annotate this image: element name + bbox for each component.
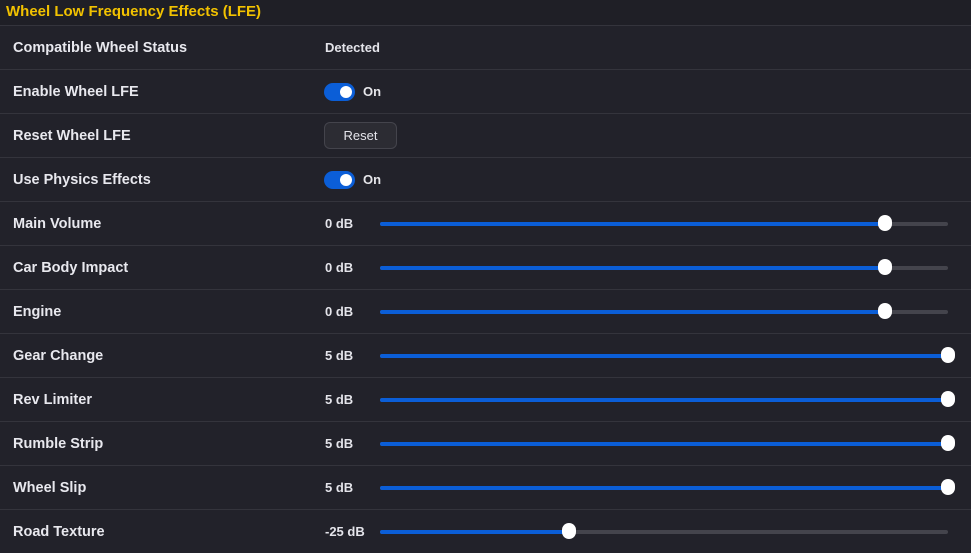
volume-slider[interactable] xyxy=(380,522,948,539)
slider-row-engine: Engine 0 dB xyxy=(0,290,971,334)
use-physics-effects-toggle[interactable] xyxy=(324,170,355,189)
slider-row-main-volume: Main Volume 0 dB xyxy=(0,202,971,246)
slider-thumb[interactable] xyxy=(877,258,892,275)
enable-wheel-lfe-toggle[interactable] xyxy=(324,82,355,101)
toggle-state: On xyxy=(363,84,382,99)
slider-thumb[interactable] xyxy=(941,346,955,363)
slider-row-gear-change: Gear Change 5 dB xyxy=(0,334,971,378)
slider-thumb[interactable] xyxy=(941,390,955,407)
row-label: Gear Change xyxy=(13,347,104,364)
reset-wheel-lfe-row: Reset Wheel LFE Reset xyxy=(0,114,971,158)
slider-value: 5 dB xyxy=(325,436,354,451)
slider-value: 5 dB xyxy=(325,348,354,363)
slider-value: -25 dB xyxy=(325,524,365,539)
volume-slider[interactable] xyxy=(380,258,948,275)
slider-fill xyxy=(380,485,948,490)
slider-row-car-body-impact: Car Body Impact 0 dB xyxy=(0,246,971,290)
slider-fill xyxy=(380,265,885,270)
slider-row-road-texture: Road Texture -25 dB xyxy=(0,510,971,553)
compatible-wheel-status-row: Compatible Wheel Status Detected xyxy=(0,26,971,70)
volume-slider[interactable] xyxy=(380,390,955,407)
slider-thumb[interactable] xyxy=(562,522,577,539)
volume-slider[interactable] xyxy=(380,214,948,231)
slider-value: 0 dB xyxy=(325,260,354,275)
section-title: Wheel Low Frequency Effects (LFE) xyxy=(0,0,971,26)
slider-thumb[interactable] xyxy=(941,434,955,451)
volume-slider[interactable] xyxy=(380,346,955,363)
slider-fill xyxy=(380,441,948,446)
row-label: Enable Wheel LFE xyxy=(13,83,139,100)
row-label: Rev Limiter xyxy=(13,391,92,408)
status-value: Detected xyxy=(325,40,380,55)
slider-value: 0 dB xyxy=(325,216,354,231)
row-label: Main Volume xyxy=(13,215,102,232)
slider-value: 0 dB xyxy=(325,304,354,319)
row-label: Use Physics Effects xyxy=(13,171,151,188)
slider-value: 5 dB xyxy=(325,392,354,407)
row-label: Compatible Wheel Status xyxy=(13,39,188,56)
toggle-state: On xyxy=(363,172,382,187)
volume-slider[interactable] xyxy=(380,434,955,451)
enable-wheel-lfe-row: Enable Wheel LFE On xyxy=(0,70,971,114)
reset-button[interactable]: Reset xyxy=(324,122,397,149)
row-label: Rumble Strip xyxy=(13,435,104,452)
slider-fill xyxy=(380,353,948,358)
slider-thumb[interactable] xyxy=(877,214,892,231)
row-label: Wheel Slip xyxy=(13,479,87,496)
row-label: Engine xyxy=(13,303,62,320)
toggle-knob xyxy=(340,85,352,98)
slider-fill xyxy=(380,221,885,226)
slider-fill xyxy=(380,397,948,402)
slider-row-wheel-slip: Wheel Slip 5 dB xyxy=(0,466,971,510)
slider-fill xyxy=(380,529,570,534)
use-physics-effects-row: Use Physics Effects On xyxy=(0,158,971,202)
slider-fill xyxy=(380,309,885,314)
slider-thumb[interactable] xyxy=(877,302,892,319)
slider-row-rumble-strip: Rumble Strip 5 dB xyxy=(0,422,971,466)
toggle-knob xyxy=(340,173,352,186)
slider-value: 5 dB xyxy=(325,480,354,495)
row-label: Road Texture xyxy=(13,523,105,540)
slider-thumb[interactable] xyxy=(941,478,955,495)
slider-row-rev-limiter: Rev Limiter 5 dB xyxy=(0,378,971,422)
volume-slider[interactable] xyxy=(380,478,955,495)
row-label: Reset Wheel LFE xyxy=(13,127,131,144)
volume-slider[interactable] xyxy=(380,302,948,319)
row-label: Car Body Impact xyxy=(13,259,129,276)
